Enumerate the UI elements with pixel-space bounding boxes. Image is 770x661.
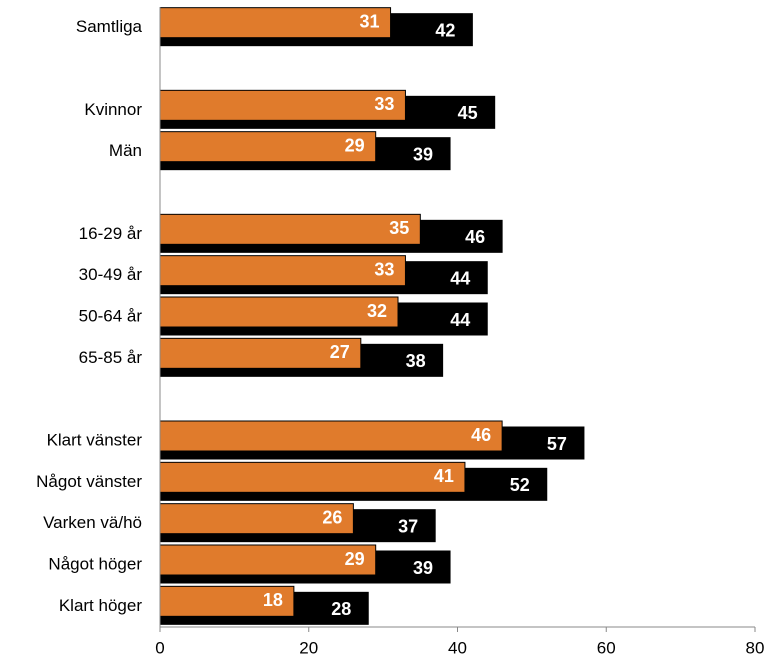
value-label: 45 bbox=[458, 103, 478, 123]
y-tick-label: Samtliga bbox=[76, 17, 143, 36]
bar bbox=[159, 213, 421, 245]
value-label: 28 bbox=[331, 599, 351, 619]
value-label: 52 bbox=[510, 475, 530, 495]
y-tick-label: Män bbox=[109, 141, 142, 160]
y-tick-label: Något vänster bbox=[36, 472, 142, 491]
x-tick-label: 60 bbox=[597, 638, 616, 657]
value-label: 46 bbox=[465, 227, 485, 247]
value-label: 27 bbox=[330, 342, 350, 362]
value-label: 29 bbox=[345, 135, 365, 155]
value-label: 26 bbox=[322, 507, 342, 527]
value-label: 35 bbox=[389, 218, 409, 238]
bar bbox=[159, 503, 354, 535]
y-tick-label: Klart höger bbox=[59, 596, 142, 615]
value-label: 57 bbox=[547, 434, 567, 454]
value-label: 39 bbox=[413, 558, 433, 578]
value-label: 39 bbox=[413, 144, 433, 164]
value-label: 31 bbox=[360, 11, 380, 31]
y-tick-label: Varken vä/hö bbox=[43, 513, 142, 532]
bar bbox=[159, 7, 392, 39]
y-tick-label: 16-29 år bbox=[79, 224, 143, 243]
value-label: 37 bbox=[398, 516, 418, 536]
bar bbox=[159, 131, 377, 163]
bar bbox=[159, 337, 362, 369]
value-label: 42 bbox=[435, 20, 455, 40]
x-tick-label: 20 bbox=[299, 638, 318, 657]
bar bbox=[159, 544, 377, 576]
y-tick-label: Klart vänster bbox=[47, 430, 143, 449]
y-tick-label: 30-49 år bbox=[79, 265, 143, 284]
x-tick-label: 80 bbox=[746, 638, 765, 657]
bar bbox=[159, 255, 406, 287]
bar bbox=[159, 89, 406, 121]
bar bbox=[159, 461, 466, 493]
value-label: 41 bbox=[434, 466, 454, 486]
x-tick-label: 40 bbox=[448, 638, 467, 657]
value-label: 44 bbox=[450, 310, 470, 330]
y-tick-label: Kvinnor bbox=[84, 100, 142, 119]
value-label: 44 bbox=[450, 268, 470, 288]
value-label: 32 bbox=[367, 301, 387, 321]
value-label: 29 bbox=[345, 549, 365, 569]
value-label: 46 bbox=[471, 425, 491, 445]
y-tick-label: Något höger bbox=[48, 554, 142, 573]
y-tick-label: 65-85 år bbox=[79, 348, 143, 367]
value-label: 33 bbox=[374, 94, 394, 114]
value-label: 33 bbox=[374, 259, 394, 279]
x-tick-label: 0 bbox=[155, 638, 164, 657]
value-label: 38 bbox=[406, 351, 426, 371]
y-tick-label: 50-64 år bbox=[79, 306, 143, 325]
bar bbox=[159, 296, 399, 328]
value-label: 18 bbox=[263, 590, 283, 610]
bar bbox=[159, 420, 503, 452]
